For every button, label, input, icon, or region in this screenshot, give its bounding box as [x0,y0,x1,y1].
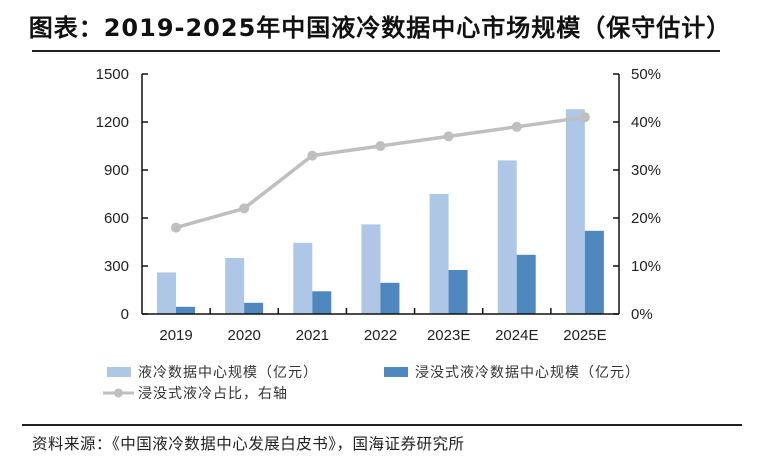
x-tick-label: 2021 [296,327,329,344]
left-tick-label: 1200 [96,114,129,131]
x-tick-label: 2024E [495,327,538,344]
legend-swatch-immersion [384,367,408,377]
right-tick-label: 50% [631,66,661,83]
share-point-2024E [511,121,522,132]
bar-immersion-2022 [380,282,400,314]
bars-group [157,109,604,314]
bar-immersion-2024E [516,254,536,314]
bar-total-2023E [429,194,449,314]
bar-immersion-2020 [244,302,264,314]
left-tick-label: 600 [104,210,129,227]
chart: 0 300 600 900 1200 1500 0% 10% 20% 30% 40% 50% 2019 2… [96,66,661,402]
right-tick-label: 10% [631,258,661,275]
top-divider [32,50,720,52]
bar-immersion-2019 [176,306,195,314]
line-group [171,112,590,233]
right-tick-label: 20% [631,210,661,227]
left-tick-label: 900 [104,162,129,179]
left-tick-label: 300 [104,258,129,275]
bar-total-2022 [361,224,381,314]
axes-group: 0 300 600 900 1200 1500 0% 10% 20% 30% 40% 50% 2019 2… [96,66,661,344]
bar-total-2020 [225,258,245,314]
legend-label-total: 液冷数据中心规模（亿元） [138,365,318,381]
share-point-2022 [375,141,386,151]
share-point-2021 [307,150,318,161]
x-tick-label: 2019 [159,327,192,344]
share-point-2023E [443,131,454,142]
bar-immersion-2023E [448,270,468,314]
share-point-2019 [171,222,181,233]
left-tick-label: 1500 [96,66,129,83]
bar-total-2024E [497,160,517,314]
x-tick-label: 2025E [563,327,606,344]
share-point-2020 [239,203,250,214]
bar-total-2019 [157,272,176,314]
right-tick-label: 0% [631,306,653,323]
share-point-2025E [579,112,590,123]
legend: 液冷数据中心规模（亿元） 浸没式液冷数据中心规模（亿元） 浸没式液冷占比，右轴 [103,365,640,402]
right-tick-label: 30% [631,162,661,179]
x-tick-label: 2023E [427,327,470,344]
legend-swatch-total [107,367,131,377]
left-tick-label: 0 [121,306,129,323]
legend-swatch-marker [114,388,123,398]
share-line [175,115,586,230]
right-tick-label: 40% [631,114,661,131]
bar-total-2021 [293,242,313,314]
bar-immersion-2025E [584,230,604,314]
source-note: 资料来源：《中国液冷数据中心发展白皮书》，国海证券研究所 [32,435,465,453]
legend-label-immersion: 浸没式液冷数据中心规模（亿元） [415,365,640,381]
bottom-divider [22,424,742,426]
x-tick-label: 2020 [228,327,261,344]
chart-title: 图表：2019-2025年中国液冷数据中心市场规模（保守估计） [28,14,732,42]
legend-label-share: 浸没式液冷占比，右轴 [138,386,288,402]
bar-immersion-2021 [312,291,332,314]
bar-total-2025E [565,109,585,314]
x-tick-label: 2022 [364,327,397,344]
